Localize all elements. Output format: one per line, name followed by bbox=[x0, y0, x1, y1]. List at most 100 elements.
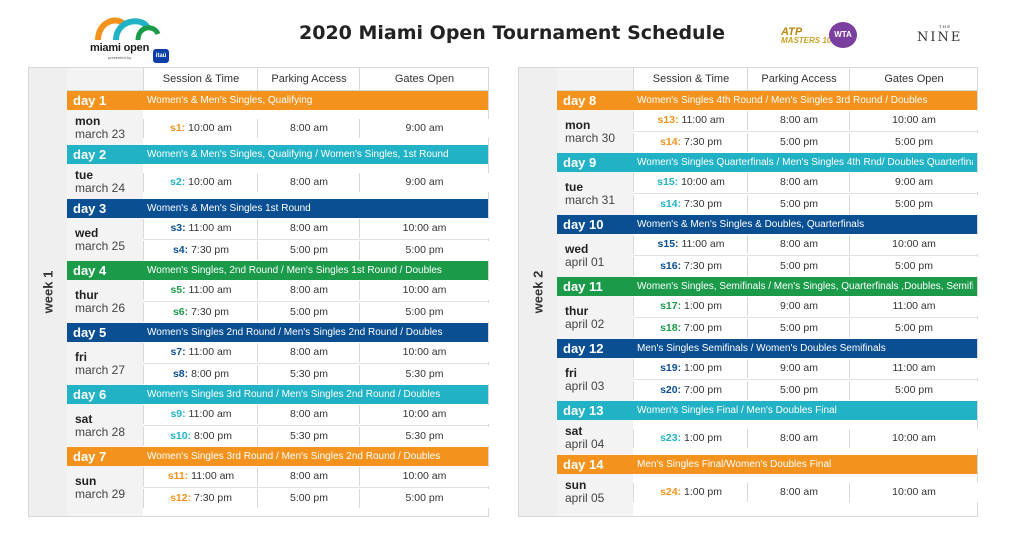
session-time: s11: 11:00 am bbox=[143, 467, 258, 486]
day-description: Men's Singles Final/Women's Doubles Fina… bbox=[637, 459, 832, 470]
session-time: s23: 1:00 pm bbox=[633, 428, 748, 448]
itau-logo: itaú bbox=[153, 49, 169, 63]
session-id: s18: bbox=[660, 322, 682, 334]
date: march 24 bbox=[75, 181, 126, 195]
gates-open-time: 5:00 pm bbox=[359, 303, 489, 322]
date: march 30 bbox=[565, 131, 616, 145]
session-id: s16: bbox=[660, 260, 682, 272]
column-header: Session & Time bbox=[633, 68, 748, 90]
session-start: 11:00 am bbox=[185, 346, 232, 358]
presented-by-text: presented by bbox=[108, 55, 132, 60]
session-id: s10: bbox=[170, 430, 192, 442]
session-start: 7:30 pm bbox=[681, 198, 722, 210]
session-time: s12: 7:30 pm bbox=[143, 489, 258, 508]
gates-open-time: 5:00 pm bbox=[849, 195, 978, 214]
session-time: s24: 1:00 pm bbox=[633, 482, 748, 502]
parking-access-time: 5:00 pm bbox=[257, 303, 360, 322]
session-id: s23: bbox=[660, 431, 682, 444]
day-description: Women's Singles, 2nd Round / Men's Singl… bbox=[147, 265, 442, 276]
day-date: thur april 02 bbox=[565, 305, 604, 331]
session-id: s14: bbox=[660, 136, 682, 148]
session-start: 11:00 am bbox=[185, 284, 232, 296]
day-number: day 6 bbox=[73, 387, 107, 402]
session-start: 1:00 pm bbox=[681, 485, 722, 498]
session-start: 7:30 pm bbox=[191, 492, 232, 504]
row-divider bbox=[143, 487, 488, 488]
weekday: sat bbox=[565, 424, 583, 438]
gates-open-time: 10:00 am bbox=[359, 219, 489, 238]
date: april 05 bbox=[565, 491, 605, 505]
day-description: Women's & Men's Singles, Qualifying / Wo… bbox=[147, 149, 449, 160]
gates-open-time: 10:00 am bbox=[359, 467, 489, 486]
day-number: day 5 bbox=[73, 325, 107, 340]
week-sidebar: week 2 bbox=[519, 68, 558, 516]
day-number: day 9 bbox=[563, 155, 597, 170]
column-header: Session & Time bbox=[143, 68, 258, 90]
parking-access-time: 5:00 pm bbox=[747, 381, 850, 400]
day-description: Women's & Men's Singles 1st Round bbox=[147, 203, 311, 214]
day-number: day 4 bbox=[73, 263, 107, 278]
session-id: s7: bbox=[170, 346, 186, 358]
day-column-background bbox=[67, 68, 143, 516]
session-id: s11: bbox=[167, 470, 189, 482]
day-date: wed march 25 bbox=[75, 227, 125, 253]
session-start: 11:00 am bbox=[678, 238, 725, 250]
gates-open-time: 5:00 pm bbox=[849, 133, 978, 152]
gates-open-time: 5:00 pm bbox=[359, 489, 489, 508]
page-title: 2020 Miami Open Tournament Schedule bbox=[299, 22, 725, 44]
date: march 29 bbox=[75, 487, 126, 501]
session-id: s12: bbox=[170, 492, 192, 504]
day-header-bar: day 3 Women's & Men's Singles 1st Round bbox=[67, 199, 488, 218]
week-1-schedule: week 1 Session & Time Parking Access Gates … bbox=[28, 67, 489, 517]
weekday: sat bbox=[75, 412, 93, 426]
session-time: s3: 11:00 am bbox=[143, 219, 258, 238]
column-header: Parking Access bbox=[257, 68, 360, 90]
row-divider bbox=[633, 193, 977, 194]
day-date: tue march 24 bbox=[75, 169, 125, 195]
day-date: sat april 04 bbox=[565, 425, 604, 451]
column-header: Gates Open bbox=[849, 68, 978, 90]
row-divider bbox=[633, 379, 977, 380]
day-date: mon march 23 bbox=[75, 115, 125, 141]
gates-open-time: 5:30 pm bbox=[359, 427, 489, 446]
parking-access-time: 8:00 am bbox=[747, 235, 850, 254]
session-time: s17: 1:00 pm bbox=[633, 297, 748, 316]
row-divider bbox=[143, 239, 488, 240]
session-time: s15: 10:00 am bbox=[633, 173, 748, 192]
weekday: fri bbox=[565, 366, 577, 380]
day-description: Women's Singles, Semifinals / Men's Sing… bbox=[637, 281, 973, 292]
day-header-bar: day 8 Women's Singles 4th Round / Men's S… bbox=[557, 91, 977, 110]
atp-masters-text: MASTERS 1000 bbox=[781, 36, 841, 45]
day-date: tue march 31 bbox=[565, 181, 615, 207]
gates-open-time: 10:00 am bbox=[849, 111, 978, 130]
session-id: s13: bbox=[657, 114, 679, 126]
day-number: day 2 bbox=[73, 147, 107, 162]
date: april 04 bbox=[565, 437, 605, 451]
gates-open-time: 10:00 am bbox=[359, 343, 489, 362]
date: march 31 bbox=[565, 193, 616, 207]
weekday: thur bbox=[565, 304, 589, 318]
session-start: 11:00 am bbox=[188, 470, 235, 482]
the-nine-logo: THE NINE bbox=[917, 24, 963, 45]
miami-open-logo: miami open presented by itaú bbox=[88, 14, 178, 63]
date: april 03 bbox=[565, 379, 605, 393]
day-header-bar: day 11 Women's Singles, Semifinals / Men'… bbox=[557, 277, 977, 296]
session-start: 7:30 pm bbox=[681, 136, 722, 148]
row-divider bbox=[633, 131, 977, 132]
parking-access-time: 5:00 pm bbox=[257, 241, 360, 260]
gates-open-time: 10:00 am bbox=[849, 235, 978, 254]
session-start: 8:00 pm bbox=[188, 368, 230, 380]
gates-open-time: 5:00 pm bbox=[849, 257, 978, 276]
parking-access-time: 8:00 am bbox=[257, 343, 360, 362]
weekday: wed bbox=[565, 242, 589, 256]
day-header-bar: day 4 Women's Singles, 2nd Round / Men's … bbox=[67, 261, 488, 280]
header-divider bbox=[557, 90, 977, 91]
parking-access-time: 9:00 am bbox=[747, 359, 850, 378]
parking-access-time: 5:00 pm bbox=[747, 133, 850, 152]
gates-open-time: 5:00 pm bbox=[849, 381, 978, 400]
day-date: thur march 26 bbox=[75, 289, 125, 315]
day-date: sun march 29 bbox=[75, 475, 125, 501]
day-header-bar: day 7 Women's Singles 3rd Round / Men's S… bbox=[67, 447, 488, 466]
parking-access-time: 8:00 am bbox=[257, 281, 360, 300]
the-nine-wordmark: NINE bbox=[917, 30, 963, 45]
